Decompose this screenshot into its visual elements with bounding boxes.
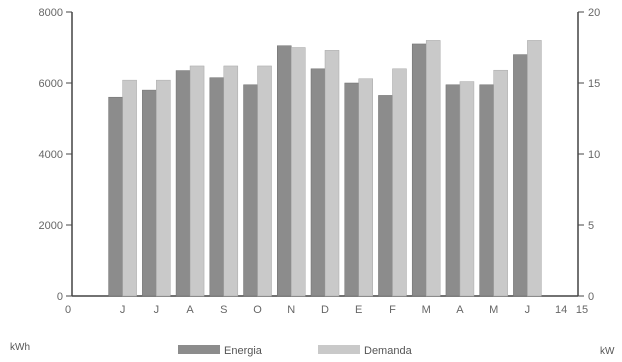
bar-demanda <box>324 50 340 297</box>
y-right-unit-label: kW <box>600 346 615 357</box>
bar-energia <box>243 84 258 297</box>
x-tick-label: 0 <box>65 304 71 316</box>
bar-energia <box>378 95 393 297</box>
bar-energia <box>209 77 225 297</box>
bar-demanda <box>392 68 407 297</box>
bar-demanda <box>358 78 373 297</box>
x-tick-label: 14 <box>555 304 567 316</box>
x-tick-label: M <box>489 304 498 316</box>
y-left-tick-label: 8000 <box>39 7 63 19</box>
bar-energia <box>310 68 326 297</box>
y-right-tick-label: 15 <box>588 78 600 90</box>
legend-label-demanda: Demanda <box>364 345 413 357</box>
bar-energia <box>344 82 359 297</box>
x-tick-label: J <box>120 304 126 316</box>
x-tick-label: O <box>253 304 262 316</box>
bar-demanda <box>257 65 272 297</box>
x-tick-label: A <box>456 304 464 316</box>
legend-swatch-energia <box>178 345 220 354</box>
x-tick-label: D <box>321 304 329 316</box>
bar-demanda <box>425 40 441 297</box>
x-tick-label: E <box>355 304 362 316</box>
y-left-tick-label: 4000 <box>39 149 63 161</box>
x-tick-label: F <box>389 304 396 316</box>
x-tick-label: M <box>422 304 431 316</box>
y-right-tick-label: 0 <box>588 291 594 303</box>
y-right-tick-label: 10 <box>588 149 600 161</box>
y-right-tick-label: 20 <box>588 7 600 19</box>
y-right-tick-label: 5 <box>588 220 594 232</box>
bar-energia <box>142 89 157 297</box>
bar-demanda <box>459 81 475 297</box>
y-left-tick-label: 2000 <box>39 220 63 232</box>
bar-demanda <box>223 65 239 297</box>
y-left-tick-label: 0 <box>57 291 63 303</box>
y-left-tick-label: 6000 <box>39 78 63 90</box>
bar-demanda <box>527 40 542 297</box>
bar-energia <box>479 84 494 297</box>
bar-energia <box>411 43 427 297</box>
x-tick-label: J <box>525 304 531 316</box>
x-tick-label: 15 <box>576 304 588 316</box>
bar-demanda <box>122 79 137 297</box>
x-tick-label: J <box>154 304 160 316</box>
x-tick-label: S <box>220 304 227 316</box>
bar-demanda <box>189 65 205 297</box>
bar-energia <box>445 84 461 297</box>
bar-demanda <box>156 79 171 297</box>
bar-energia <box>108 96 123 297</box>
x-tick-label: A <box>186 304 194 316</box>
bar-energia <box>277 45 292 297</box>
bar-demanda <box>493 69 508 297</box>
bar-energia <box>175 70 191 297</box>
x-tick-label: N <box>287 304 295 316</box>
y-left-unit-label: kWh <box>10 342 30 353</box>
legend-swatch-demanda <box>318 345 360 354</box>
bar-demanda <box>291 47 306 297</box>
bar-energia <box>513 54 528 297</box>
legend-label-energia: Energia <box>224 345 263 357</box>
